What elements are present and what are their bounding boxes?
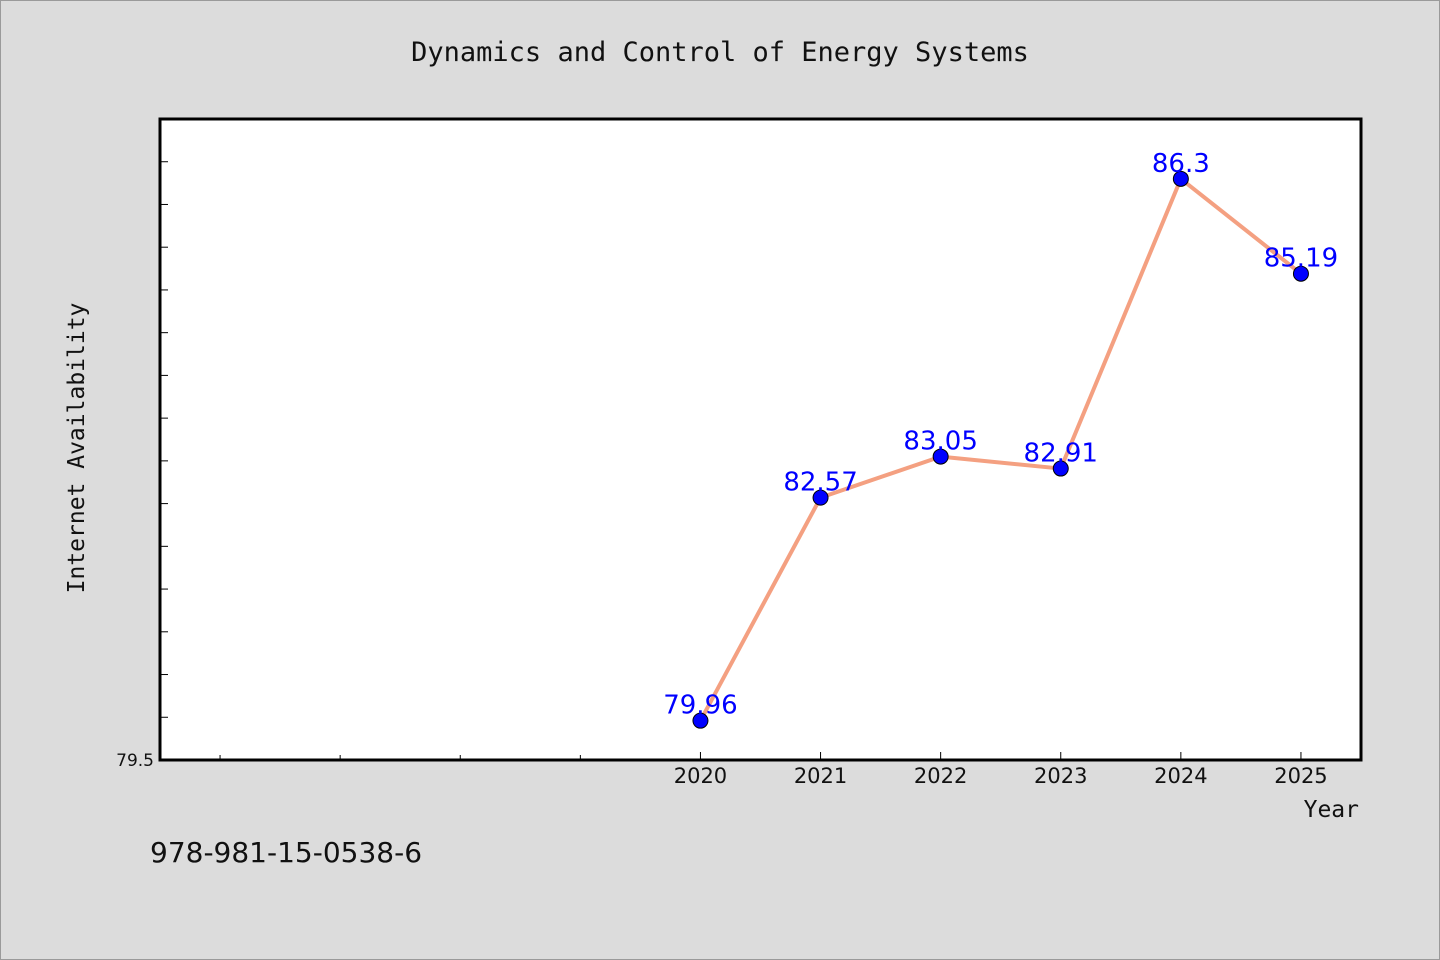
isbn-footer: 978-981-15-0538-6 xyxy=(150,836,422,869)
x-tick-label: 2025 xyxy=(1274,764,1327,788)
plot-area xyxy=(158,117,1363,762)
data-label: 83.05 xyxy=(903,427,977,457)
series-line xyxy=(698,176,1303,722)
x-axis-label: Year xyxy=(1304,797,1359,823)
chart-title: Dynamics and Control of Energy Systems xyxy=(411,37,1029,68)
x-tick-label: 2021 xyxy=(794,764,847,788)
data-label: 85.19 xyxy=(1264,244,1338,274)
data-point xyxy=(932,448,949,465)
data-label: 79.96 xyxy=(663,691,737,721)
data-label: 82.91 xyxy=(1024,439,1098,469)
x-tick-label: 2022 xyxy=(914,764,967,788)
x-tick-label: 2023 xyxy=(1034,764,1087,788)
x-tick-label: 2024 xyxy=(1154,764,1207,788)
y-axis-label: Internet Availability xyxy=(64,303,90,594)
data-label: 86.3 xyxy=(1152,149,1210,179)
series-layer: 79.96 82.57 83.05 82.91 86.3 85.19 xyxy=(663,149,1338,729)
y-axis-ticks: 79.5 xyxy=(116,118,168,771)
data-label: 82.57 xyxy=(783,468,857,498)
x-tick-label: 2020 xyxy=(674,764,727,788)
data-point xyxy=(692,712,709,729)
data-point xyxy=(1292,265,1309,282)
y-tick-label: 79.5 xyxy=(116,751,154,771)
data-point xyxy=(1052,460,1069,477)
data-point xyxy=(1172,170,1189,187)
data-point xyxy=(812,489,829,506)
x-axis-ticks: 2020 2021 2022 2023 2024 2025 xyxy=(219,752,1328,788)
